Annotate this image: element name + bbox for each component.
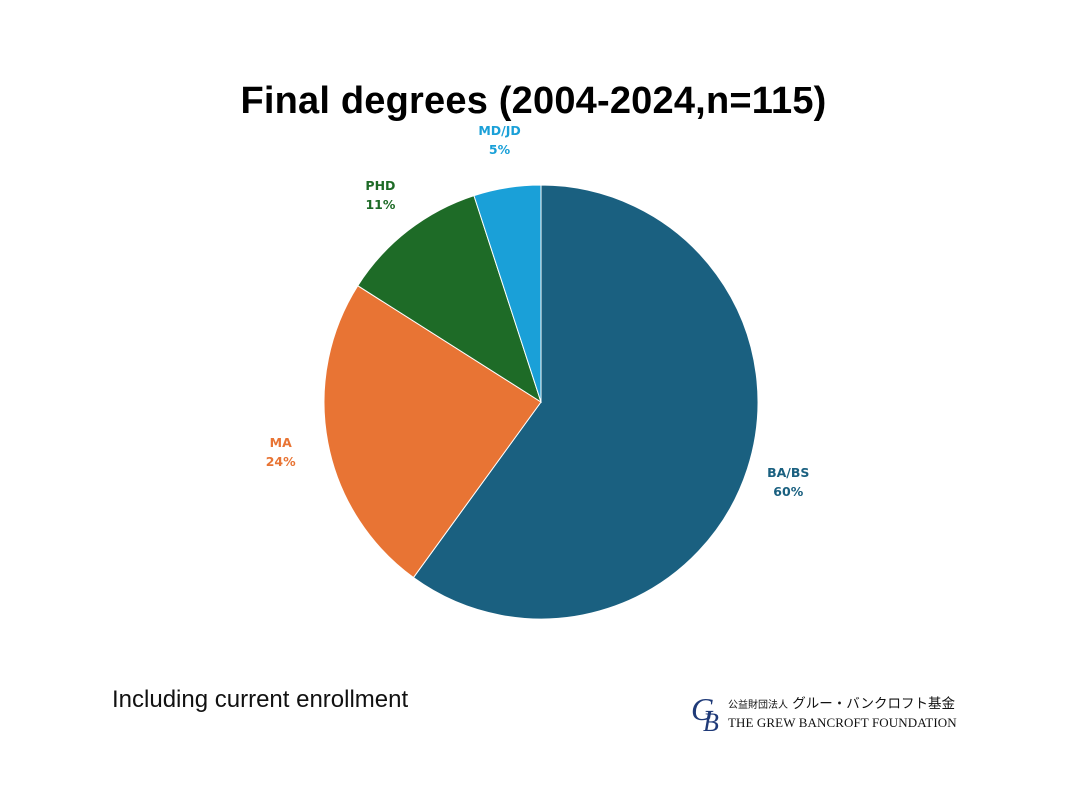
slice-percent-label: 60%	[773, 484, 804, 500]
svg-text:G: G	[691, 691, 714, 727]
footnote: Including current enrollment	[112, 686, 409, 713]
slice-label-phd: PHD 11%	[320, 176, 440, 214]
pie-slice-phd	[357, 194, 542, 404]
slice-category-label: PHD	[365, 177, 396, 193]
foundation-logo: G B 公益財団法人 グルー・バンクロフト基金 THE GREW BANCROF…	[690, 690, 957, 734]
pie-slice-ba-bs	[412, 184, 759, 620]
slice-label-ma: MA 24%	[221, 433, 341, 471]
slice-category-label: MD/JD	[478, 123, 521, 139]
gb-logo-mark: G B	[691, 691, 719, 734]
slice-category-label: BA/BS	[767, 465, 810, 481]
logo-jp-prefix: 公益財団法人	[728, 700, 788, 711]
slice-percent-label: 5%	[488, 142, 511, 158]
svg-text:B: B	[703, 708, 719, 734]
logo-jp-name: グルー・バンクロフト基金	[792, 696, 955, 712]
chart-title: Final degrees (2004-2024,n=115)	[240, 80, 827, 122]
pie-slice-md-jd	[473, 184, 542, 403]
slice-percent-label: 11%	[365, 196, 396, 212]
logo-japanese-name: 公益財団法人 グルー・バンクロフト基金	[728, 692, 955, 712]
slice-percent-label: 24%	[265, 453, 296, 469]
slice-category-label: MA	[269, 434, 292, 450]
slice-label-md-jd: MD/JD 5%	[440, 121, 560, 159]
pie-slice-ma	[323, 285, 542, 579]
slice-label-ba-bs: BA/BS 60%	[728, 463, 848, 501]
logo-english-name: THE GREW BANCROFT FOUNDATION	[728, 715, 957, 730]
pie-slices	[323, 184, 759, 620]
